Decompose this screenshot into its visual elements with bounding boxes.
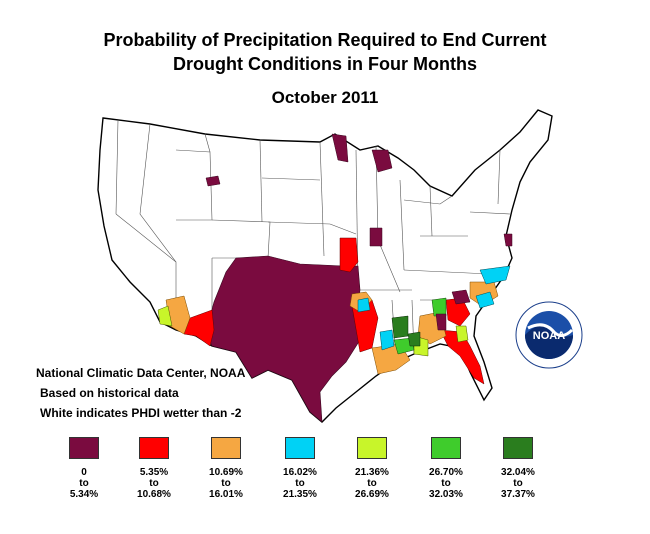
- legend-item: 10.69% to 16.01%: [190, 437, 262, 500]
- legend-range-from: 21.36%: [355, 467, 389, 478]
- legend-range-label: 21.36% to 26.69%: [336, 467, 408, 500]
- legend-range-label: 5.35% to 10.68%: [118, 467, 190, 500]
- basis-note: Based on historical data: [40, 386, 179, 400]
- legend-item: 32.04% to 37.37%: [482, 437, 554, 500]
- legend-range-from: 0: [81, 467, 87, 478]
- legend-range-from: 16.02%: [283, 467, 317, 478]
- legend-range-to-word: to: [513, 478, 523, 489]
- region-0-5pct-illinois: [369, 227, 383, 247]
- legend-range-to-word: to: [149, 478, 159, 489]
- legend-swatch: [69, 437, 99, 459]
- legend-range-to: 16.01%: [209, 489, 243, 500]
- white-note: White indicates PHDI wetter than -2: [40, 406, 242, 420]
- region-32-37pct-ms: [391, 315, 409, 339]
- region-32-37pct-al: [407, 331, 421, 347]
- legend-range-to: 37.37%: [501, 489, 535, 500]
- source-note: National Climatic Data Center, NOAA: [36, 366, 246, 380]
- legend-swatch: [431, 437, 461, 459]
- legend-range-to-word: to: [367, 478, 377, 489]
- legend-range-to-word: to: [295, 478, 305, 489]
- region-16-21pct-nc: [479, 265, 511, 285]
- noaa-logo-text: NOAA: [533, 330, 565, 342]
- legend-range-from: 10.69%: [209, 467, 243, 478]
- region-0-5pct-montana: [205, 175, 221, 187]
- legend-range-from: 32.04%: [501, 467, 535, 478]
- legend-range-label: 26.70% to 32.03%: [410, 467, 482, 500]
- legend-range-to: 5.34%: [69, 489, 99, 500]
- region-0-5pct-maryland: [503, 233, 513, 247]
- legend-range-label: 10.69% to 16.01%: [190, 467, 262, 500]
- region-21-26pct-georgia: [455, 325, 469, 343]
- map-date: October 2011: [271, 88, 379, 107]
- legend-range-to-word: to: [79, 478, 89, 489]
- legend-range-from: 5.35%: [139, 467, 169, 478]
- map-title-line2: Drought Conditions in Four Months: [173, 54, 477, 74]
- region-5-10pct-missouri: [339, 237, 359, 273]
- legend-range-to: 26.69%: [355, 489, 389, 500]
- legend-range-to: 10.68%: [137, 489, 171, 500]
- map-title-line1: Probability of Precipitation Required to…: [103, 30, 547, 50]
- legend-range-to: 32.03%: [429, 489, 463, 500]
- legend-swatch: [357, 437, 387, 459]
- region-16-21pct-sc: [475, 291, 495, 309]
- legend-swatch: [139, 437, 169, 459]
- legend-range-to: 21.35%: [283, 489, 317, 500]
- legend-item: 26.70% to 32.03%: [410, 437, 482, 500]
- region-16-21pct-ar: [357, 297, 371, 313]
- legend-item: 21.36% to 26.69%: [336, 437, 408, 500]
- legend-item: 16.02% to 21.35%: [264, 437, 336, 500]
- legend-item: 5.35% to 10.68%: [118, 437, 190, 500]
- region-0-5pct-alabama: [435, 313, 447, 331]
- region-26-32pct-ms: [393, 337, 415, 355]
- legend-swatch: [211, 437, 241, 459]
- region-21-26pct-arizona: [157, 305, 173, 327]
- noaa-logo-icon: NOAA: [515, 301, 583, 369]
- legend-range-to-word: to: [441, 478, 451, 489]
- legend-range-label: 0 to 5.34%: [48, 467, 120, 500]
- region-0-5pct-georgia: [451, 289, 471, 305]
- legend-item: 0 to 5.34%: [48, 437, 120, 500]
- region-16-21pct-ms: [379, 329, 395, 351]
- legend-range-label: 32.04% to 37.37%: [482, 467, 554, 500]
- legend-range-from: 26.70%: [429, 467, 463, 478]
- legend-swatch: [285, 437, 315, 459]
- region-0-5pct-minnesota: [331, 133, 349, 163]
- legend-range-to-word: to: [221, 478, 231, 489]
- region-0-5pct-wisconsin: [371, 149, 393, 173]
- legend-swatch: [503, 437, 533, 459]
- region-26-32pct-alabama: [431, 297, 447, 317]
- legend-range-label: 16.02% to 21.35%: [264, 467, 336, 500]
